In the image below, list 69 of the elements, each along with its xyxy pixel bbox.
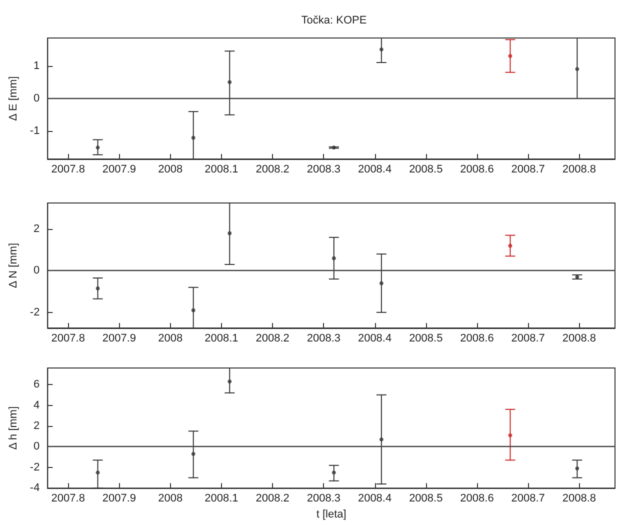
x-tick-label: 2008 xyxy=(158,492,183,505)
y-axis-title: Δ N [mm] xyxy=(8,242,20,288)
x-tick-label: 2008.6 xyxy=(460,164,494,176)
y-tick-label: 4 xyxy=(34,399,40,412)
x-tick-label: 2008.6 xyxy=(460,492,494,505)
point xyxy=(575,67,580,72)
x-tick-label: 2008.7 xyxy=(511,164,545,176)
x-tick-label: 2007.8 xyxy=(51,164,85,176)
x-tick-label: 2007.9 xyxy=(102,492,136,505)
point xyxy=(508,54,512,58)
x-tick-label: 2007.8 xyxy=(51,332,85,344)
point xyxy=(332,470,336,475)
x-tick-label: 2008.8 xyxy=(562,332,596,344)
x-tick-label: 2008.2 xyxy=(256,332,290,344)
y-tick-label: -2 xyxy=(30,461,40,474)
point xyxy=(228,379,232,384)
point xyxy=(191,452,196,456)
x-tick-label: 2007.9 xyxy=(102,332,136,344)
x-tick-label: 2008 xyxy=(158,164,183,176)
x-tick-label: 2008.4 xyxy=(358,164,392,176)
point xyxy=(191,308,196,312)
x-tick-label: 2008.4 xyxy=(358,492,392,505)
y-tick-label: 0 xyxy=(34,264,40,277)
y-axis-title: Δ h [mm] xyxy=(8,406,20,450)
x-tick-label: 2008.8 xyxy=(562,492,596,505)
x-tick-label: 2008.1 xyxy=(204,164,238,176)
x-tick-label: 2008.7 xyxy=(511,492,545,505)
y-tick-label: 0 xyxy=(34,440,40,453)
y-tick-label: -2 xyxy=(30,306,40,318)
y-tick-label: 2 xyxy=(34,223,40,236)
point xyxy=(228,231,232,236)
x-tick-label: 2008.1 xyxy=(204,332,238,344)
x-tick-label: 2008.3 xyxy=(306,492,340,505)
x-tick-label: 2008.4 xyxy=(358,332,392,344)
x-tick-label: 2007.8 xyxy=(51,492,85,505)
y-tick-label: 2 xyxy=(34,420,40,432)
y-axis-title: Δ E [mm] xyxy=(8,76,20,121)
point xyxy=(228,80,232,84)
x-tick-label: 2008.5 xyxy=(409,332,443,344)
x-tick-label: 2008.5 xyxy=(409,492,443,505)
x-tick-label: 2008.2 xyxy=(256,492,290,505)
y-tick-label: -4 xyxy=(30,482,40,494)
x-tick-label: 2008.2 xyxy=(256,164,290,176)
point xyxy=(379,47,384,52)
point xyxy=(191,136,196,140)
point xyxy=(96,286,100,290)
y-tick-label: 1 xyxy=(34,60,40,72)
x-tick-label: 2008.5 xyxy=(409,164,443,176)
y-tick-label: 6 xyxy=(34,378,40,391)
point xyxy=(379,437,384,442)
x-tick-label: 2008 xyxy=(158,332,183,344)
point xyxy=(332,256,336,260)
x-tick-label: 2008.1 xyxy=(204,492,238,505)
x-tick-label: 2008.3 xyxy=(306,164,340,176)
x-tick-label: 2008.6 xyxy=(460,332,494,344)
x-tick-label: 2008.3 xyxy=(306,332,340,344)
point xyxy=(379,281,384,286)
point xyxy=(575,466,580,470)
x-tick-label: 2008.8 xyxy=(562,164,596,176)
x-tick-label: 2008.7 xyxy=(511,332,545,344)
x-tick-label: 2007.9 xyxy=(102,164,136,176)
y-tick-label: 0 xyxy=(34,92,40,104)
chart-title: Točka: KOPE xyxy=(301,14,367,26)
point xyxy=(96,146,100,150)
point xyxy=(508,244,512,248)
point xyxy=(96,470,100,475)
point xyxy=(508,433,512,438)
x-axis-title: t [leta] xyxy=(316,508,346,520)
y-tick-label: -1 xyxy=(30,125,40,138)
